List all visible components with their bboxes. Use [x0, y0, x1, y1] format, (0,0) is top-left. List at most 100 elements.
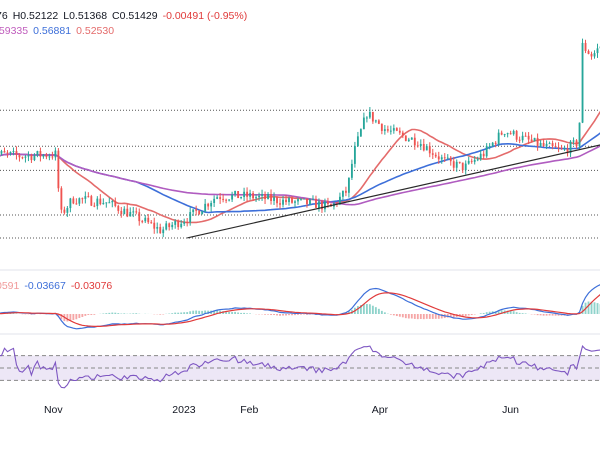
candle-body	[524, 135, 527, 137]
candle-body	[464, 163, 467, 171]
macd-histogram-bar	[410, 314, 413, 319]
macd-histogram-bar	[452, 314, 455, 318]
x-axis-tick-label: Feb	[240, 404, 258, 416]
moving-averages	[0, 110, 600, 224]
candle-body	[303, 198, 305, 200]
candle-body	[81, 198, 84, 200]
macd-histogram-bar	[174, 312, 177, 314]
candle-body	[57, 150, 60, 189]
candle-body	[219, 197, 222, 199]
candle-body	[374, 120, 377, 122]
candle-body	[431, 153, 434, 155]
candle-body	[279, 203, 281, 205]
candle-body	[150, 222, 153, 224]
macd-histogram-bar	[407, 314, 410, 319]
candle-body	[488, 146, 491, 148]
macd-histogram-bar	[464, 314, 467, 317]
candle-body	[153, 222, 156, 229]
macd-histogram-bar	[470, 314, 473, 315]
macd-histogram-bar	[524, 313, 527, 314]
candle-body	[416, 145, 419, 147]
macd-histogram-bar	[422, 314, 425, 320]
macd-histogram-bar	[347, 311, 350, 314]
candle-body	[324, 201, 326, 210]
macd-histogram-bar	[282, 314, 284, 316]
moving-average-line	[0, 110, 600, 224]
candle-body	[404, 135, 407, 141]
macd-histogram-bar	[467, 314, 470, 316]
candle-body	[210, 202, 213, 207]
candle-body	[87, 196, 90, 198]
candle-body	[249, 193, 252, 197]
macd-histogram-bar	[228, 312, 231, 314]
ohlc-value: -0.00491 (-0.95%)	[162, 10, 248, 22]
macd-histogram-bar	[57, 314, 60, 317]
x-axis: Nov 2023 Feb Apr Jun	[0, 269, 600, 416]
macd-histogram-bar	[213, 310, 216, 314]
candle-body	[554, 146, 557, 148]
macd-histogram-bar	[344, 312, 347, 314]
candle-body	[54, 150, 57, 158]
candle-body	[350, 163, 353, 178]
candle-body	[132, 211, 135, 213]
candle-body	[99, 198, 102, 205]
macd-histogram-bar	[509, 311, 512, 314]
macd-histogram-bar	[362, 304, 365, 314]
candle-body	[282, 199, 284, 205]
macd-histogram-bar	[297, 314, 299, 315]
x-axis-tick-label: 2023	[172, 404, 196, 416]
candle-body	[6, 152, 9, 154]
candle-body	[15, 151, 18, 155]
candle-body	[422, 144, 425, 151]
candle-body	[231, 194, 234, 200]
candle-body	[548, 143, 551, 145]
candle-body	[434, 154, 437, 157]
macd-histogram-bar	[186, 312, 189, 314]
candle-body	[312, 198, 314, 200]
candle-body	[168, 223, 171, 228]
candle-body	[596, 48, 599, 54]
candle-body	[395, 128, 398, 131]
candle-body	[476, 159, 479, 161]
macd-histogram-bar	[84, 314, 87, 316]
candle-body	[204, 203, 207, 212]
candle-body	[228, 199, 231, 201]
candle-body	[407, 139, 410, 141]
candle-body	[222, 198, 225, 200]
candle-body	[129, 211, 132, 217]
candle-body	[386, 129, 389, 131]
candle-body	[470, 160, 473, 162]
macd-histogram-bar	[294, 314, 296, 316]
candle-body	[428, 146, 431, 154]
macd-histogram-bar	[78, 314, 81, 319]
macd-pane	[0, 284, 600, 330]
candle-body	[509, 133, 512, 135]
trendline[interactable]	[187, 144, 600, 239]
candle-body	[300, 198, 302, 200]
macd-histogram-bar	[288, 314, 290, 316]
candle-body	[141, 221, 144, 223]
candle-body	[569, 141, 572, 154]
macd-histogram-bar	[30, 314, 33, 315]
macd-histogram-bar	[135, 313, 138, 314]
candle-body	[321, 201, 323, 210]
moving-average-legend: .59335 0.56881 0.52530	[0, 25, 119, 37]
candle-body	[437, 156, 440, 160]
macd-value: -0.03667	[24, 280, 66, 292]
candle-body	[500, 132, 503, 135]
macd-histogram-bar	[87, 314, 90, 315]
macd-histogram-bar	[9, 313, 12, 314]
candle-body	[51, 156, 54, 158]
macd-histogram-bar	[365, 304, 368, 314]
macd-histogram-bar	[270, 314, 272, 316]
candle-body	[440, 157, 443, 160]
macd-histogram-bar	[488, 311, 491, 314]
macd-histogram-bar	[398, 314, 401, 317]
candlesticks	[0, 38, 600, 238]
candle-body	[581, 42, 584, 123]
macd-histogram-bar	[114, 312, 117, 314]
support-trendline[interactable]	[187, 144, 600, 239]
candle-body	[180, 223, 183, 228]
rsi-pane	[0, 345, 600, 389]
